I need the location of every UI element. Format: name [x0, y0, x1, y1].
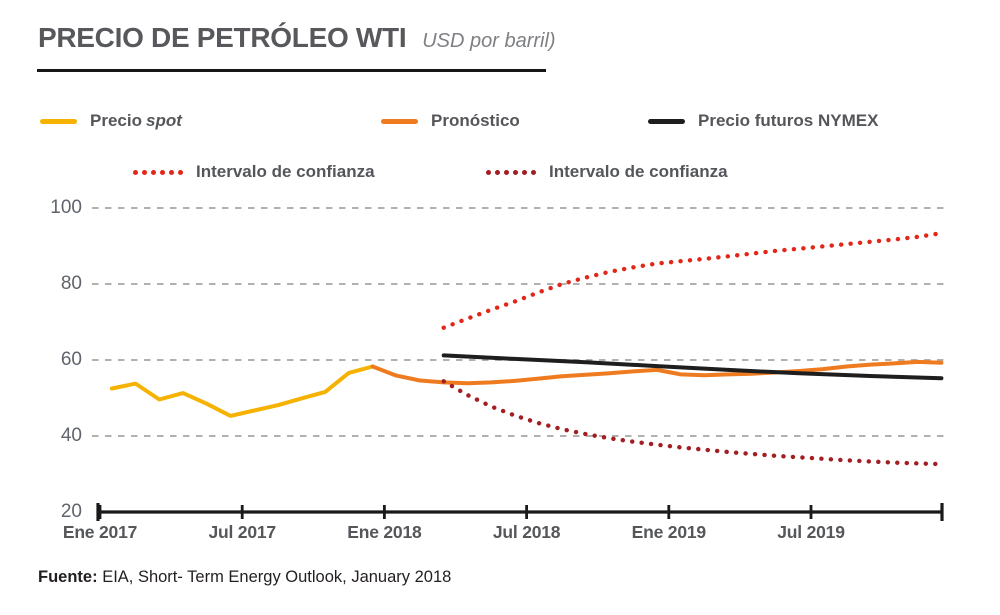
source-note: Fuente: EIA, Short- Term Energy Outlook,…: [38, 568, 451, 587]
series-futuros-nymex: [441, 353, 944, 381]
legend-label-text: Precio: [90, 111, 142, 130]
legend-dot: [522, 169, 527, 175]
source-prefix: Fuente:: [38, 568, 98, 586]
series-pronostico: [370, 359, 944, 386]
title-unit: USD por barril): [422, 30, 556, 52]
legend-dot: [133, 169, 138, 175]
legend-label-precio-spot: Precio spot: [90, 111, 182, 131]
source-text: EIA, Short- Term Energy Outlook, January…: [102, 568, 452, 586]
legend-item-confianza-inferior: Intervalo de confianza: [486, 162, 728, 182]
legend-label-futuros-nymex: Precio futuros NYMEX: [698, 111, 879, 130]
legend-label-pronostico: Pronóstico: [431, 111, 520, 130]
legend-dot: [142, 169, 147, 175]
title-underline: [37, 69, 546, 72]
legend-dot: [160, 169, 165, 175]
legend-dot: [531, 169, 536, 175]
legend-dot: [495, 169, 500, 175]
series-confianza-inferior: [441, 379, 944, 467]
legend-swatch-confianza-superior: [133, 169, 183, 175]
page-title: PRECIO DE PETRÓLEO WTI USD por barril): [38, 18, 556, 55]
legend-dot: [178, 169, 183, 175]
legend-dot: [504, 169, 509, 175]
legend-dot: [513, 169, 518, 175]
legend-label-confianza-superior: Intervalo de confianza: [196, 162, 375, 181]
legend-label-italic-text: spot: [145, 111, 182, 130]
legend-swatch-confianza-inferior: [486, 169, 536, 175]
legend-item-futuros-nymex: Precio futuros NYMEX: [648, 111, 878, 131]
series-precio-spot: [109, 364, 375, 418]
legend-swatch-futuros-nymex: [648, 118, 685, 124]
legend-item-confianza-superior: Intervalo de confianza: [133, 162, 375, 182]
chart-plot-area: [92, 207, 946, 521]
legend-dot: [151, 169, 156, 175]
legend-item-pronostico: Pronóstico: [381, 111, 520, 131]
legend-dot: [486, 169, 491, 175]
legend-dot: [169, 169, 174, 175]
legend-swatch-pronostico: [381, 118, 418, 124]
legend-label-confianza-inferior: Intervalo de confianza: [549, 162, 728, 181]
title-text: PRECIO DE PETRÓLEO WTI: [38, 22, 407, 53]
legend-swatch-precio-spot: [40, 118, 77, 124]
series-confianza-superior: [441, 230, 944, 330]
legend-item-precio-spot: Precio spot: [40, 111, 182, 131]
